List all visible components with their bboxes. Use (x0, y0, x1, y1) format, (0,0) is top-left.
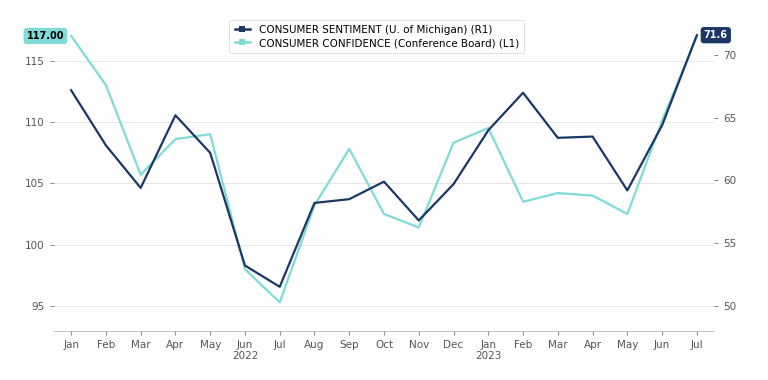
Text: 117.00: 117.00 (27, 31, 65, 41)
Text: 71.6: 71.6 (703, 30, 728, 40)
Legend: CONSUMER SENTIMENT (U. of Michigan) (R1), CONSUMER CONFIDENCE (Conference Board): CONSUMER SENTIMENT (U. of Michigan) (R1)… (230, 20, 524, 53)
